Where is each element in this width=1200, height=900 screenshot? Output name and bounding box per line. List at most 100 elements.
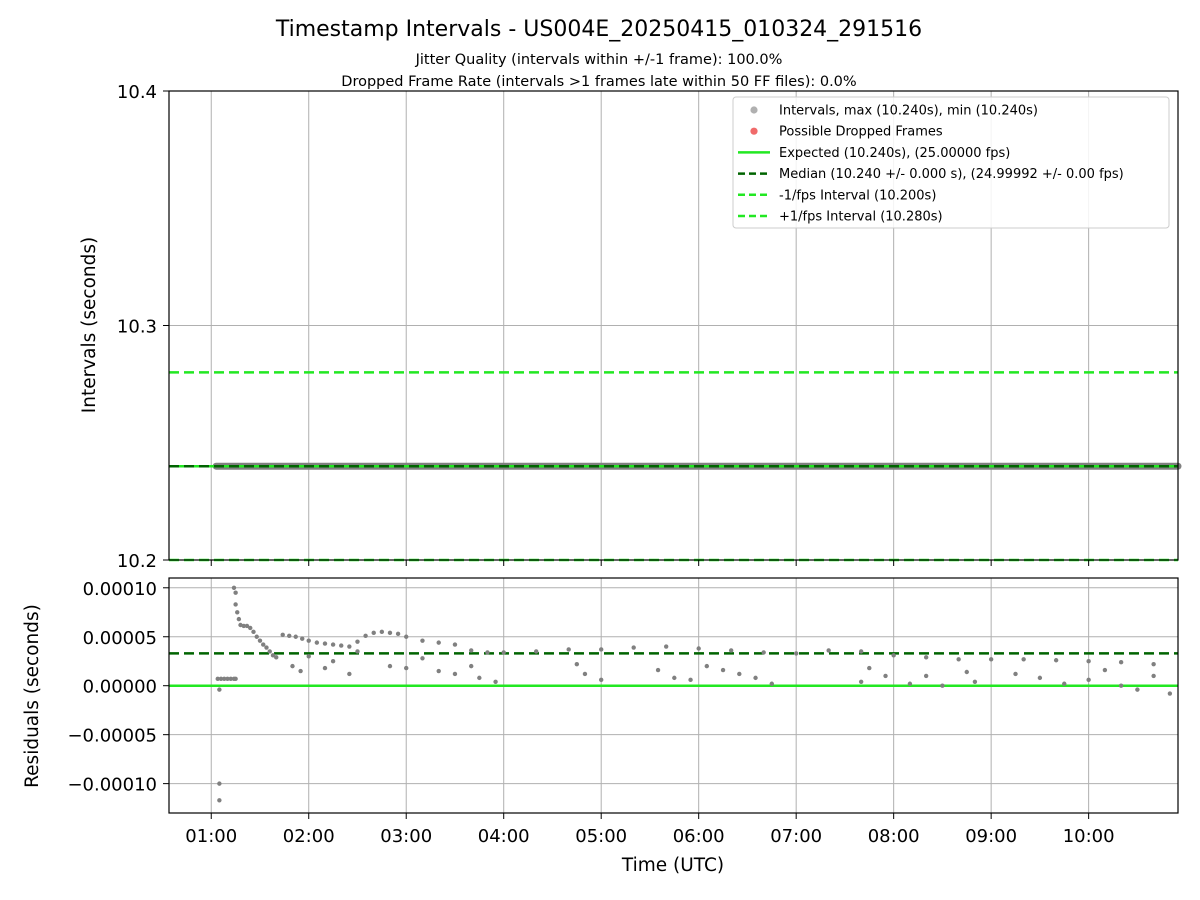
residual-point: [469, 663, 474, 669]
residual-point: [598, 677, 604, 683]
residual-point: [1053, 658, 1059, 663]
residual-point: [769, 681, 775, 686]
residual-point: [469, 648, 474, 653]
residual-point: [761, 650, 766, 655]
residual-point: [672, 675, 677, 681]
residual-point: [493, 679, 498, 684]
residual-point: [574, 661, 580, 667]
residual-point: [339, 643, 344, 648]
residual-point: [883, 673, 888, 679]
residual-point: [1135, 687, 1140, 692]
residual-y-tick-label: −0.00005: [67, 726, 157, 747]
residual-point: [314, 640, 320, 645]
residual-point: [420, 638, 425, 643]
residual-point: [306, 638, 311, 643]
residual-point: [1037, 675, 1043, 681]
residual-point: [300, 636, 305, 641]
residual-point: [1151, 673, 1156, 679]
residual-point: [254, 634, 259, 639]
residual-point: [1118, 683, 1124, 688]
legend-entry: +1/fps Interval (10.280s): [779, 210, 943, 225]
x-tick-label: 04:00: [478, 826, 530, 847]
residual-point: [655, 667, 661, 673]
residual-point: [688, 677, 693, 683]
residual-point: [907, 681, 913, 686]
residual-point: [293, 634, 298, 639]
residual-point: [322, 641, 328, 646]
residual-point: [1062, 681, 1067, 686]
residual-point: [379, 629, 385, 635]
residual-point: [233, 590, 238, 595]
x-tick-label: 01:00: [185, 826, 237, 847]
legend-entry: -1/fps Interval (10.200s): [779, 188, 936, 203]
residual-point: [1086, 677, 1091, 683]
residual-point: [270, 653, 276, 658]
residual-point: [923, 655, 929, 660]
residual-point: [222, 676, 227, 682]
residual-point: [956, 657, 961, 662]
top-y-tick-label: 10.2: [117, 551, 157, 572]
residual-point: [793, 651, 799, 656]
residual-plot-frame: [168, 577, 1179, 814]
residual-point: [261, 642, 266, 647]
residual-point: [217, 798, 222, 803]
x-tick-label: 07:00: [770, 826, 822, 847]
residual-point: [355, 649, 360, 654]
residual-point: [972, 679, 978, 684]
legend-marker: [750, 106, 758, 114]
residual-point: [290, 663, 295, 669]
residual-point: [867, 665, 872, 671]
residual-plot-axes: 01:00 02:00 03:00 04:00 05:00 06:00 07:00 08:00…: [67, 577, 1179, 847]
top-plot-area: [169, 371, 1182, 562]
top-y-tick-label: 10.3: [117, 317, 157, 338]
residual-point: [355, 639, 360, 644]
residual-point: [477, 675, 482, 681]
residual-y-tick-label: 0.00005: [83, 628, 157, 649]
top-plot-frame: [168, 90, 1179, 561]
residual-point: [235, 610, 240, 615]
residual-point: [267, 649, 272, 654]
residual-point: [322, 665, 328, 671]
residual-y-tick-label: −0.00010: [67, 775, 157, 796]
legend-entry: Intervals, max (10.240s), min (10.240s): [779, 104, 1038, 119]
residual-point: [387, 663, 393, 669]
top-plot-axes: 10.2 10.3 10.4: [117, 82, 1179, 572]
residual-point: [330, 659, 336, 664]
residual-point: [1118, 660, 1124, 665]
x-tick-label: 08:00: [868, 826, 920, 847]
residual-point: [347, 671, 352, 677]
x-tick-label: 03:00: [380, 826, 432, 847]
residual-y-tick-label: 0.00000: [83, 677, 157, 698]
residual-point: [217, 687, 222, 692]
residual-plot-area: [169, 585, 1178, 803]
residual-point: [826, 648, 831, 653]
legend-marker: [750, 127, 758, 135]
residual-point: [566, 647, 571, 652]
residual-point: [923, 673, 929, 679]
residual-point: [231, 585, 237, 590]
residual-plot-grid: [169, 578, 1178, 813]
residual-point: [858, 679, 864, 684]
chart-title: Timestamp Intervals - US004E_20250415_01…: [275, 17, 922, 42]
chart-subtitle-jitter: Jitter Quality (intervals within +/-1 fr…: [415, 52, 783, 68]
residual-point: [347, 644, 352, 649]
residual-point: [404, 665, 409, 671]
residual-point: [257, 638, 263, 643]
legend-entry: Possible Dropped Frames: [779, 125, 943, 140]
residual-point: [218, 676, 224, 682]
residual-point: [233, 602, 238, 607]
residual-point: [306, 654, 311, 659]
residual-point: [241, 623, 246, 629]
legend-box: [732, 96, 1170, 229]
residual-point: [704, 663, 710, 669]
residual-point: [298, 668, 303, 674]
residual-point: [598, 647, 604, 652]
residual-point: [452, 671, 458, 677]
residual-point: [720, 667, 726, 673]
residual-point: [891, 653, 896, 658]
residual-point: [244, 623, 250, 629]
residual-point: [858, 649, 864, 654]
top-y-tick-label: 10.4: [117, 82, 157, 103]
residual-point: [233, 676, 238, 682]
residual-point: [371, 630, 376, 636]
